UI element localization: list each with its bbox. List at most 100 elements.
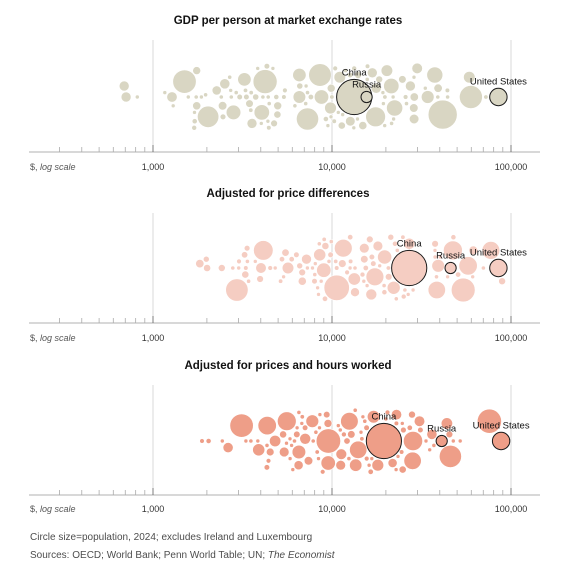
country-bubble [273, 94, 280, 100]
country-bubble [393, 296, 399, 302]
country-bubble [199, 438, 205, 444]
country-bubble [347, 430, 356, 439]
country-bubble [248, 107, 254, 113]
panel-title: Adjusted for prices and hours worked [184, 360, 391, 372]
country-bubble [483, 94, 489, 100]
country-bubble [345, 116, 356, 127]
country-bubble [372, 240, 384, 252]
country-bubble [265, 458, 272, 464]
country-bubble [199, 94, 204, 100]
country-bubble [422, 85, 428, 91]
country-bubble [290, 467, 296, 472]
country-bubble [341, 431, 347, 438]
country-bubble [459, 85, 483, 109]
country-bubble [260, 94, 266, 100]
country-bubble [370, 82, 382, 94]
country-bubble [263, 63, 271, 70]
country-bubble [293, 251, 300, 258]
country-bubble [243, 265, 249, 271]
country-bubble [347, 272, 361, 286]
country-bubble [228, 88, 233, 93]
country-bubble [291, 444, 307, 460]
country-bubble [272, 265, 278, 271]
united-states-bubble [491, 431, 511, 451]
country-bubble [331, 118, 337, 124]
country-bubble [398, 465, 407, 474]
country-bubble [205, 438, 212, 444]
country-bubble [433, 83, 443, 93]
country-bubble [400, 293, 407, 300]
country-bubble [244, 258, 250, 264]
russia-bubble [360, 90, 373, 104]
country-bubble [354, 71, 362, 79]
axis-note-scale: log scale [40, 333, 76, 343]
country-bubble [321, 295, 328, 302]
country-bubble [318, 278, 324, 284]
country-bubble [438, 444, 462, 468]
country-bubble [337, 121, 346, 130]
country-bubble [381, 283, 387, 288]
country-bubble [349, 440, 368, 459]
country-bubble [267, 265, 273, 271]
country-bubble [321, 236, 327, 242]
country-bubble [255, 438, 261, 444]
country-bubble [301, 253, 312, 265]
country-bubble [421, 90, 435, 104]
country-bubble [237, 72, 252, 87]
country-bubble [192, 101, 202, 111]
country-bubble [246, 118, 258, 129]
country-bubble [346, 456, 352, 461]
country-bubble [302, 424, 309, 431]
country-bubble [269, 434, 282, 447]
country-bubble [281, 261, 295, 275]
country-bubble [243, 93, 250, 101]
united-states-label: United States [473, 420, 530, 431]
country-bubble [385, 265, 391, 271]
country-bubble [409, 92, 419, 102]
country-bubble [222, 442, 234, 453]
country-bubble [279, 446, 290, 458]
country-bubble [118, 80, 130, 92]
country-bubble [255, 262, 267, 274]
axis-note: $, log scale [30, 504, 76, 514]
country-bubble [437, 254, 443, 260]
country-bubble [236, 258, 242, 265]
country-bubble [296, 409, 302, 415]
country-bubble [266, 447, 275, 457]
country-bubble [458, 256, 478, 276]
country-bubble [358, 121, 368, 130]
country-bubble [170, 103, 176, 109]
country-bubble [402, 287, 408, 293]
country-bubble [343, 437, 351, 445]
country-bubble [294, 425, 300, 431]
country-bubble [399, 449, 405, 455]
country-bubble [417, 426, 424, 434]
country-bubble [386, 280, 401, 295]
sources-prefix: Sources: OECD; World Bank; Penn World Ta… [30, 550, 268, 561]
country-bubble [335, 448, 347, 460]
tick-label: 1,000 [142, 333, 165, 343]
country-bubble [455, 271, 462, 278]
country-bubble [346, 71, 354, 79]
country-bubble [324, 101, 337, 115]
country-bubble [364, 283, 370, 288]
country-bubble [258, 121, 264, 126]
country-bubble [266, 125, 272, 131]
country-bubble [394, 247, 400, 253]
country-bubble [393, 467, 399, 472]
country-bubble [219, 78, 231, 90]
country-bubble [344, 269, 350, 276]
country-bubble [426, 66, 444, 84]
country-bubble [120, 91, 132, 103]
country-bubble [404, 101, 409, 106]
country-bubble [225, 278, 249, 302]
russia-label: Russia [352, 79, 382, 90]
country-bubble [348, 258, 354, 265]
country-bubble [203, 264, 211, 272]
country-bubble [400, 234, 406, 240]
country-bubble [323, 411, 331, 419]
country-bubble [256, 275, 264, 283]
country-bubble [243, 87, 249, 93]
country-bubble [303, 456, 314, 466]
country-bubble [360, 255, 369, 264]
